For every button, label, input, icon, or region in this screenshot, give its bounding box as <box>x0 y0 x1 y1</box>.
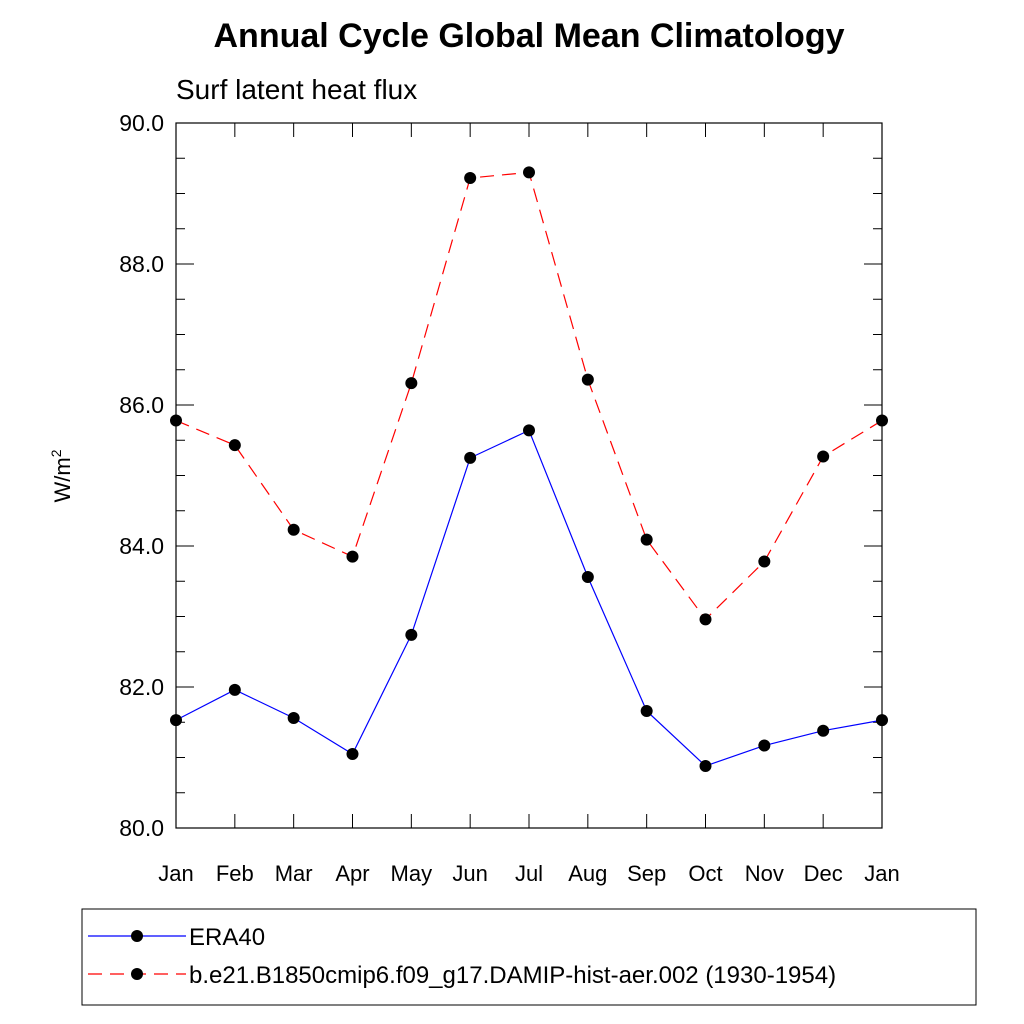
legend-marker <box>131 968 143 980</box>
y-axis-label-superscript: 2 <box>48 449 64 457</box>
legend-entry: b.e21.B1850cmip6.f09_g17.DAMIP-hist-aer.… <box>88 962 836 989</box>
data-point <box>346 550 359 563</box>
y-tick-label: 88.0 <box>119 251 164 277</box>
legend-entry: ERA40 <box>88 924 265 951</box>
x-tick-label: May <box>391 861 433 886</box>
chart-title: Annual Cycle Global Mean Climatology <box>214 17 845 55</box>
x-tick-label: Sep <box>627 861 666 886</box>
data-point <box>817 450 830 463</box>
legend-label: b.e21.B1850cmip6.f09_g17.DAMIP-hist-aer.… <box>189 962 836 989</box>
series-2 <box>170 166 888 626</box>
chart-subtitle: Surf latent heat flux <box>176 74 417 105</box>
y-tick-label: 90.0 <box>119 110 164 136</box>
data-point <box>170 714 182 727</box>
y-tick-label: 84.0 <box>119 533 164 559</box>
x-tick-label: Jul <box>515 861 543 886</box>
data-point <box>170 414 182 427</box>
data-point <box>876 714 888 727</box>
plot-frame <box>175 122 883 829</box>
svg-text:W/m2: W/m2 <box>48 449 75 502</box>
data-point <box>228 683 241 696</box>
data-point <box>405 628 418 641</box>
data-point <box>876 414 888 427</box>
y-ticks: 80.0 82.0 84.0 86.0 88.0 90.0 <box>119 110 882 841</box>
data-point <box>699 759 712 772</box>
data-point <box>287 712 300 725</box>
data-point <box>405 377 418 390</box>
data-point <box>581 571 594 584</box>
series-line <box>175 429 883 767</box>
y-tick-label: 80.0 <box>119 815 164 841</box>
y-axis-label: W/m2 <box>48 449 75 502</box>
data-point <box>758 555 771 568</box>
data-point <box>758 739 771 752</box>
data-point <box>464 171 477 184</box>
x-tick-label: Dec <box>804 861 843 886</box>
x-tick-label: Apr <box>335 861 369 886</box>
series-line <box>175 171 883 621</box>
data-point <box>228 439 241 452</box>
legend-marker <box>131 930 143 942</box>
legend: ERA40 b.e21.B1850cmip6.f09_g17.DAMIP-hist… <box>88 924 836 989</box>
x-tick-label: Nov <box>745 861 784 886</box>
y-tick-label: 82.0 <box>119 674 164 700</box>
series-layer <box>170 166 888 772</box>
x-tick-label: Mar <box>275 861 313 886</box>
data-point <box>581 373 594 386</box>
x-ticks: Jan Feb Mar Apr May Jun Jul Aug Sep Oct Nov Dec Jan <box>158 123 900 886</box>
legend-box <box>81 908 977 1006</box>
data-point <box>464 451 477 464</box>
x-tick-label: Jan <box>158 861 193 886</box>
data-point <box>817 724 830 737</box>
y-tick-label: 86.0 <box>119 392 164 418</box>
data-point <box>640 704 653 717</box>
data-point <box>640 533 653 546</box>
x-tick-label: Aug <box>568 861 607 886</box>
x-tick-label: Jan <box>864 861 899 886</box>
data-point <box>523 166 535 179</box>
data-point <box>287 523 300 536</box>
y-axis-label-text: W/m <box>50 457 75 502</box>
series-1 <box>170 424 888 772</box>
x-tick-label: Jun <box>452 861 487 886</box>
data-point <box>346 747 359 760</box>
x-tick-label: Oct <box>688 861 722 886</box>
data-point <box>523 424 535 437</box>
legend-label: ERA40 <box>189 924 265 951</box>
x-tick-label: Feb <box>216 861 254 886</box>
data-point <box>699 613 712 626</box>
